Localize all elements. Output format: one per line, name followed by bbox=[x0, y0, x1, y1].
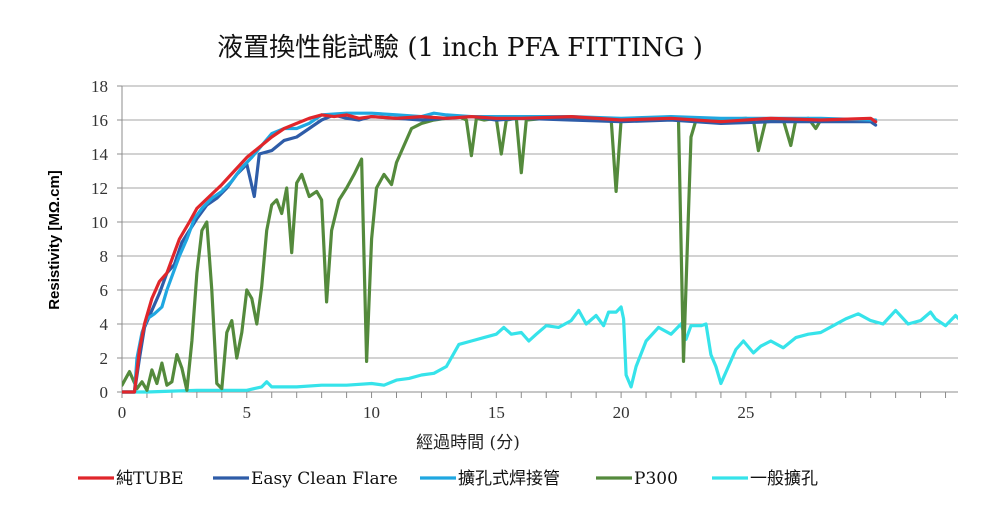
y-tick-label: 2 bbox=[100, 349, 109, 368]
y-tick-label: 8 bbox=[100, 247, 109, 266]
legend-item: 擴孔式焊接管 bbox=[420, 469, 560, 489]
chart-title: 液置換性能試驗 (1 inch PFA FITTING ) bbox=[217, 33, 703, 63]
y-tick-label: 6 bbox=[100, 281, 109, 300]
tick-labels: 0 5 10 15 20 25 0 2 4 6 8 10 12 14 16 18 bbox=[91, 77, 754, 422]
legend: 純TUBE Easy Clean Flare 擴孔式焊接管 P300 一般擴孔 bbox=[78, 469, 818, 489]
x-tick-label: 10 bbox=[363, 403, 380, 422]
gridlines bbox=[122, 85, 958, 359]
y-axis-title: Resistivity [MΩ.cm] bbox=[46, 170, 63, 310]
legend-item: 一般擴孔 bbox=[712, 469, 818, 489]
legend-item: Easy Clean Flare bbox=[213, 469, 398, 489]
x-tick-label: 15 bbox=[488, 403, 505, 422]
legend-item: 純TUBE bbox=[78, 469, 184, 489]
y-tick-label: 10 bbox=[91, 213, 108, 232]
x-tick-label: 20 bbox=[613, 403, 630, 422]
y-tick-label: 16 bbox=[91, 111, 108, 130]
y-tick-label: 4 bbox=[100, 315, 109, 334]
y-tick-label: 14 bbox=[91, 145, 109, 164]
x-axis-title: 經過時間 (分) bbox=[416, 433, 520, 453]
y-tick-label: 0 bbox=[100, 383, 109, 402]
x-tick-label: 25 bbox=[737, 403, 754, 422]
axes bbox=[117, 85, 958, 398]
legend-label: 純TUBE bbox=[116, 469, 184, 489]
series-lines bbox=[122, 111, 958, 394]
legend-item: P300 bbox=[596, 469, 678, 489]
series-line bbox=[122, 115, 878, 392]
legend-label: P300 bbox=[634, 469, 678, 489]
series-line bbox=[122, 305, 958, 394]
x-tick-label: 5 bbox=[243, 403, 252, 422]
series-line bbox=[122, 113, 878, 394]
series-line bbox=[122, 113, 878, 394]
x-tick-label: 0 bbox=[118, 403, 127, 422]
y-tick-label: 12 bbox=[91, 179, 108, 198]
legend-label: 擴孔式焊接管 bbox=[458, 469, 560, 489]
legend-label: 一般擴孔 bbox=[750, 469, 818, 489]
y-tick-label: 18 bbox=[91, 77, 108, 96]
legend-label: Easy Clean Flare bbox=[251, 469, 398, 489]
